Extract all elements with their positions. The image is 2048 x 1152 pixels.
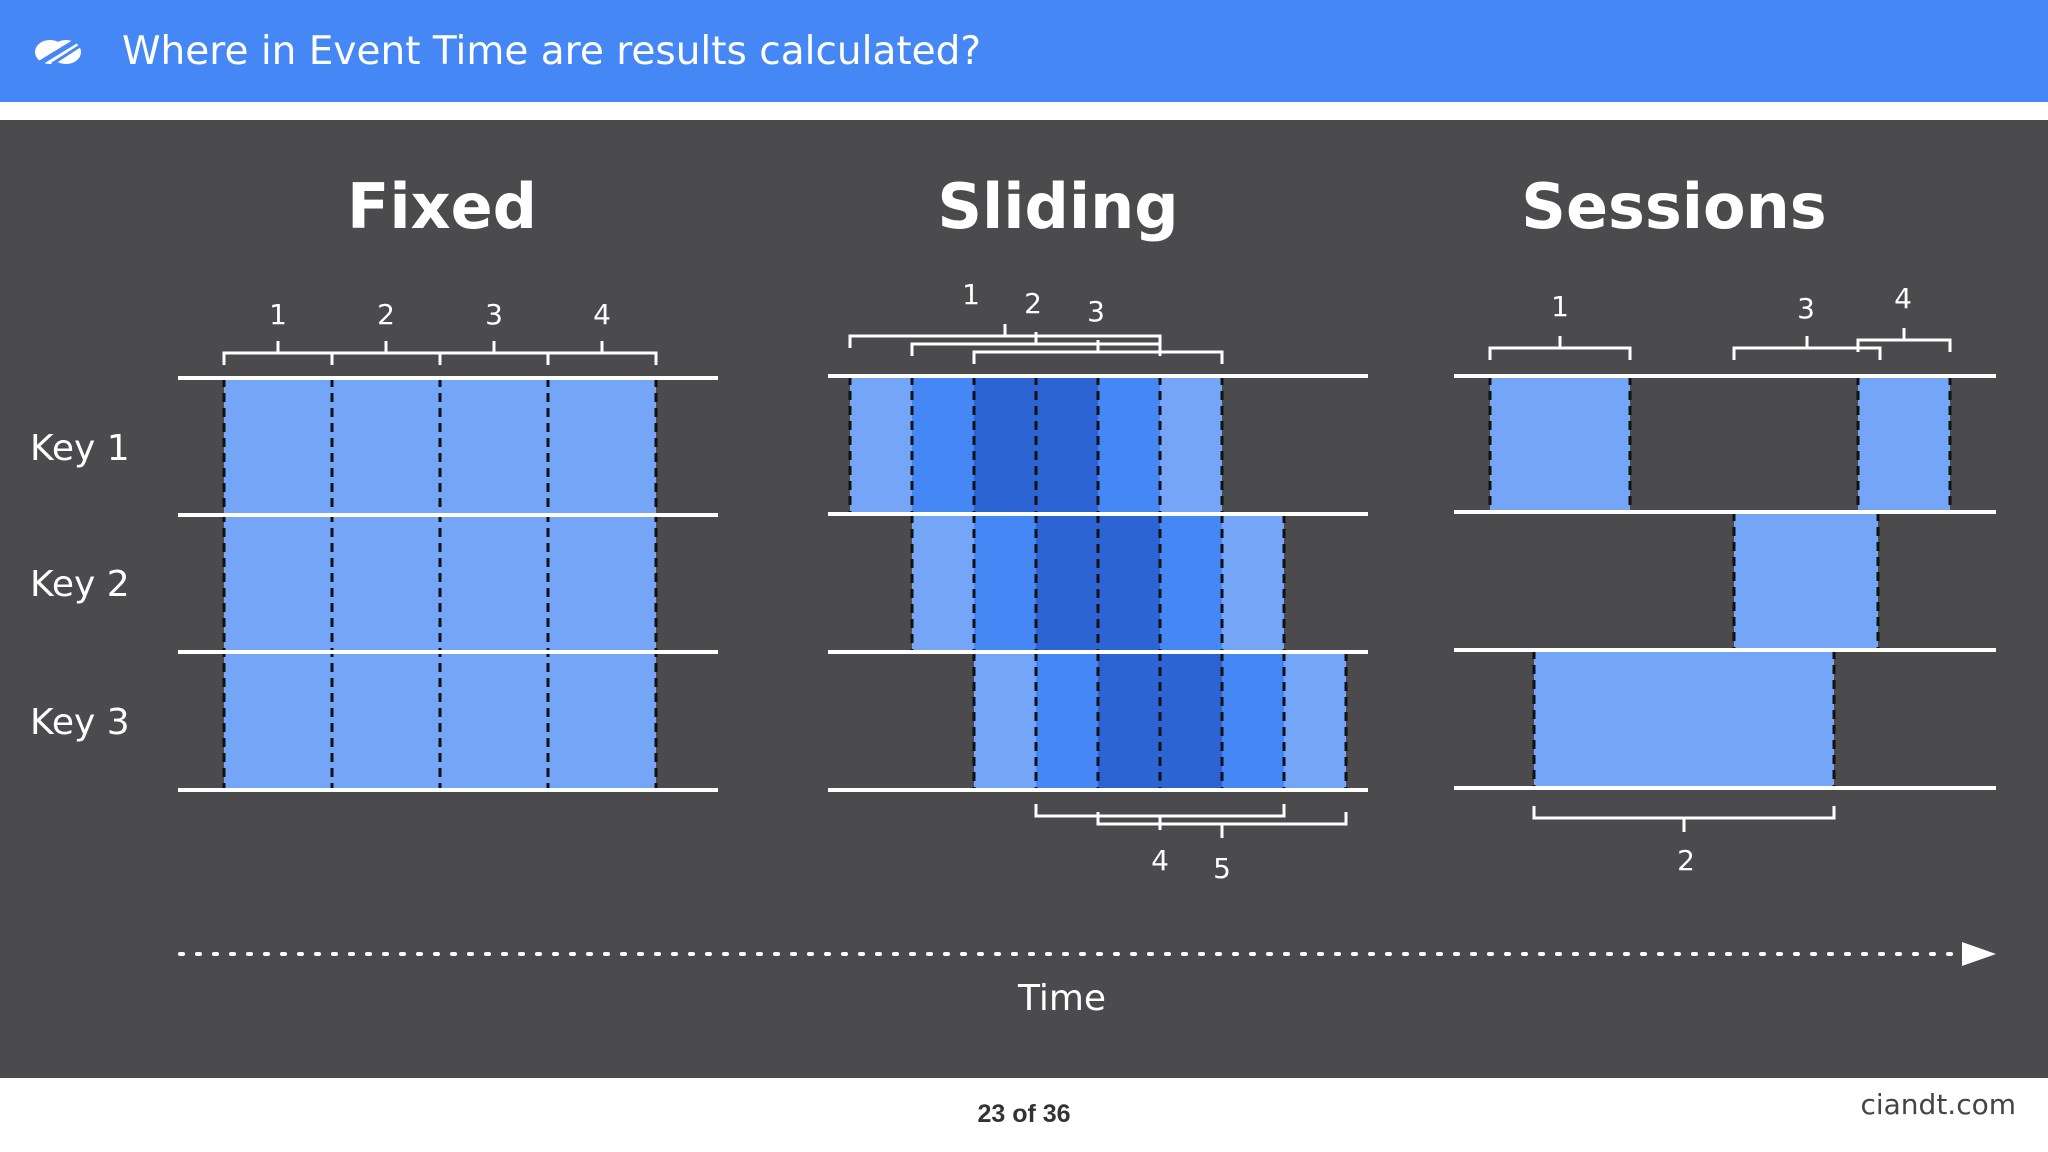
sliding-key-2-segment-5 (1160, 514, 1222, 652)
panel-title-sessions: Sessions (1521, 170, 1826, 243)
sessions-window-label-bottom-1: 2 (1677, 844, 1695, 877)
site-url: ciandt.com (1860, 1088, 2016, 1121)
fixed-key-2-window-band (224, 515, 656, 652)
sliding-window-label-1: 1 (962, 278, 980, 311)
row-label-key-1: Key 1 (30, 428, 130, 469)
sliding-key-1-segment-4 (1036, 376, 1098, 514)
page-counter: 23 of 36 (977, 1100, 1071, 1128)
sliding-window-brace-3 (972, 340, 1224, 364)
sliding-key-3-segment-2 (1036, 652, 1098, 790)
windowing-diagram: Key 1 Key 2 Key 3 Fixed 1 2 3 4 Sliding 1 2 3 4 5 Sess… (30, 170, 1996, 1019)
row-label-key-2: Key 2 (30, 564, 130, 605)
sliding-key-3-segment-4 (1160, 652, 1222, 790)
sessions-window-label-top-3: 4 (1894, 282, 1912, 315)
row-label-key-3: Key 3 (30, 702, 130, 743)
sessions-key-3-session-2 (1534, 650, 1834, 788)
fixed-window-label-2: 2 (377, 298, 395, 331)
sliding-window-label-4: 4 (1151, 844, 1169, 877)
sliding-key-2-segment-4 (1098, 514, 1160, 652)
fixed-window-label-1: 1 (269, 298, 287, 331)
sliding-window-brace-4 (1034, 804, 1286, 830)
sliding-window-brace-1 (848, 324, 1162, 348)
sliding-key-2-segment-2 (974, 514, 1036, 652)
sessions-window-label-top-1: 1 (1551, 290, 1569, 323)
sliding-key-3-segment-5 (1222, 652, 1284, 790)
fixed-window-label-4: 4 (593, 298, 611, 331)
sliding-key-1-segment-5 (1098, 376, 1160, 514)
fixed-window-label-3: 3 (485, 298, 503, 331)
sessions-window-brace-3 (1732, 336, 1882, 360)
fixed-window-brace-4 (546, 341, 658, 365)
sliding-key-2-segment-3 (1036, 514, 1098, 652)
sliding-key-2-segment-1 (912, 514, 974, 652)
sessions-window-brace-4 (1856, 328, 1952, 352)
sliding-window-label-3: 3 (1087, 295, 1105, 328)
panel-title-sliding: Sliding (937, 170, 1178, 243)
sessions-key-1-session-1 (1490, 376, 1630, 512)
panel-title-fixed: Fixed (347, 170, 537, 243)
ciandt-logo-icon (35, 38, 81, 66)
time-axis-arrow-icon (1962, 942, 1996, 966)
sliding-key-3-segment-1 (974, 652, 1036, 790)
slide-canvas: Key 1 Key 2 Key 3 Fixed 1 2 3 4 Sliding 1 2 3 4 5 Sess… (0, 120, 2048, 1078)
sessions-key-1-session-4 (1858, 376, 1950, 512)
page-title: Where in Event Time are results calculat… (122, 29, 982, 74)
sliding-key-3-segment-3 (1098, 652, 1160, 790)
sliding-key-2-segment-6 (1222, 514, 1284, 652)
sliding-window-brace-5 (1096, 812, 1348, 838)
fixed-window-brace-2 (330, 341, 442, 365)
sliding-window-label-2: 2 (1024, 287, 1042, 320)
sessions-window-label-top-2: 3 (1797, 292, 1815, 325)
sliding-key-3-segment-6 (1284, 652, 1346, 790)
sessions-window-brace-1 (1488, 336, 1632, 360)
sliding-key-1-segment-1 (850, 376, 912, 514)
sliding-key-1-segment-3 (974, 376, 1036, 514)
sliding-window-brace-2 (910, 332, 1162, 356)
fixed-window-brace-1 (222, 341, 334, 365)
sliding-window-label-5: 5 (1213, 852, 1231, 885)
sliding-key-1-segment-2 (912, 376, 974, 514)
fixed-key-3-window-band (224, 652, 656, 790)
time-axis-label: Time (1017, 978, 1106, 1019)
sliding-key-1-segment-6 (1160, 376, 1222, 514)
sessions-window-brace-2 (1532, 806, 1836, 832)
header-bar: Where in Event Time are results calculat… (0, 0, 2048, 102)
fixed-window-brace-3 (438, 341, 550, 365)
sessions-key-2-session-3 (1734, 512, 1878, 650)
